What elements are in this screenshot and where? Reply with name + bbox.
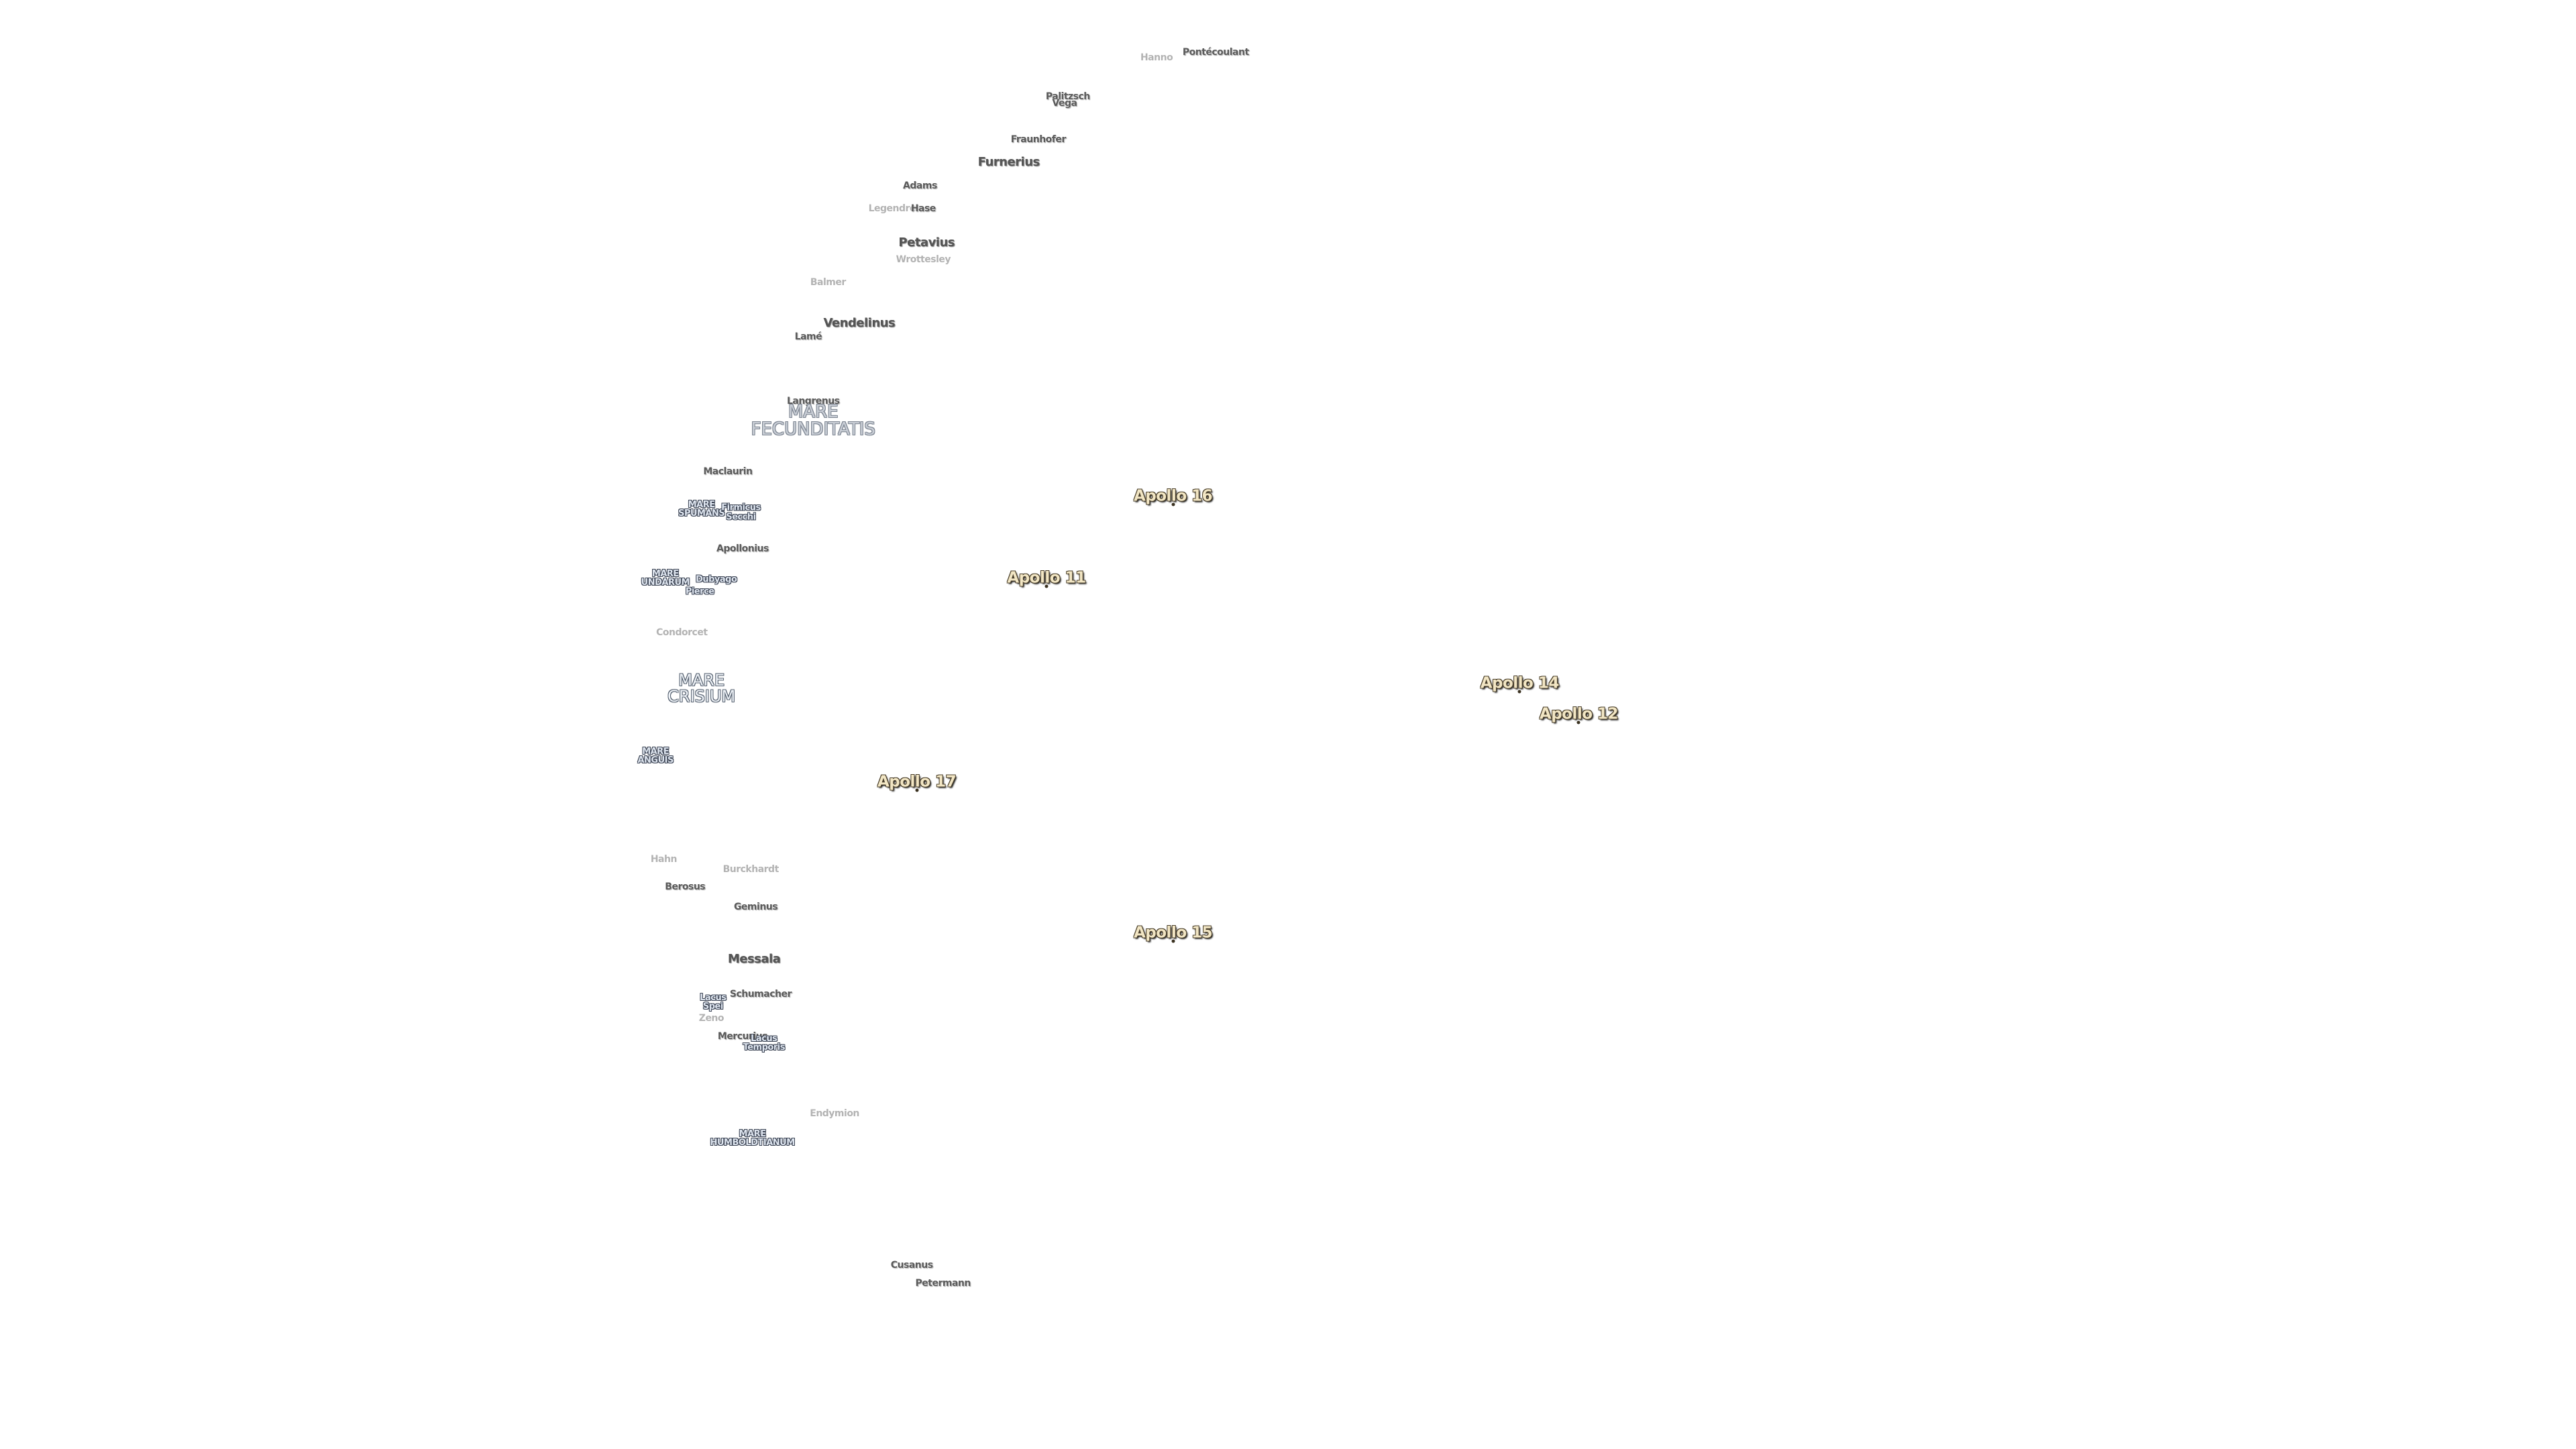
- label-line: Spei: [702, 1001, 723, 1012]
- crater-label: Pierce: [685, 586, 714, 597]
- label-line: FECUNDITATIS: [751, 419, 875, 439]
- crater-label: Secchi: [726, 512, 756, 523]
- label-line: HUMBOLDTIANUM: [710, 1138, 796, 1148]
- apollo-label: Apollo 16: [1133, 487, 1213, 505]
- crater-label: Burckhardt: [722, 863, 780, 875]
- label-line: SPUMANS: [678, 508, 725, 519]
- label-line: Lacus: [751, 1034, 777, 1044]
- crater-label: Cusanus: [890, 1259, 933, 1271]
- crater-label: Wrottesley: [896, 254, 951, 265]
- crater-label: Zeno: [698, 1013, 724, 1024]
- label-line: MARE: [688, 500, 715, 511]
- crater-label: Langrenus: [786, 395, 840, 407]
- landing-site: [1517, 690, 1521, 694]
- crater-label: Hanno: [1140, 52, 1173, 63]
- crater-label: Vendelinus: [823, 316, 896, 331]
- crater-label: Dubyago: [696, 574, 737, 585]
- crater-label: Adams: [903, 180, 937, 191]
- crater-label: Firmicus: [721, 502, 761, 513]
- mare-label: Lacus Temporis: [743, 1034, 786, 1053]
- crater-label: Schumacher: [729, 988, 792, 1000]
- label-line: ANGUIS: [637, 755, 674, 765]
- label-line: MARE: [788, 401, 839, 422]
- mare-label: MARE UNDARUM: [641, 570, 690, 587]
- apollo-label: Apollo 12: [1539, 705, 1619, 723]
- crater-label: Maclaurin: [703, 466, 753, 477]
- landing-site: [915, 788, 919, 792]
- mare-label: MARE HUMBOLDTIANUM: [710, 1129, 796, 1148]
- crater-label: Mercurius: [717, 1031, 768, 1042]
- crater-label: Condorcet: [656, 627, 708, 638]
- crater-label: Vega: [1052, 98, 1077, 109]
- crater-label: Lamé: [794, 331, 822, 343]
- crater-label: Petermann: [915, 1277, 971, 1289]
- mare-label: MARE CRISIUM: [667, 672, 735, 704]
- mare-label: Lacus Spei: [700, 992, 727, 1012]
- mare-label: MARE ANGUIS: [637, 746, 674, 765]
- landing-site: [1171, 939, 1175, 943]
- crater-label: Furnerius: [977, 155, 1040, 170]
- label-line: MARE: [678, 671, 725, 690]
- label-line: Lacus: [700, 992, 727, 1003]
- apollo-label: Apollo 17: [877, 773, 957, 791]
- crater-label: Berosus: [665, 881, 706, 893]
- mare-label: MARE SPUMANS: [678, 500, 725, 519]
- crater-label: Palitzsch: [1045, 91, 1090, 103]
- label-line: CRISIUM: [667, 687, 736, 706]
- crater-label: Endymion: [810, 1108, 859, 1120]
- crater-label: Hahn: [650, 853, 678, 865]
- crater-label: Messala: [727, 952, 781, 967]
- landing-site: [1044, 584, 1049, 588]
- apollo-label: Apollo 14: [1480, 674, 1560, 692]
- landing-site: [1576, 720, 1580, 724]
- crater-label: Hase: [910, 203, 936, 215]
- apollo-label: Apollo 11: [1007, 569, 1086, 587]
- crater-label: Fraunhofer: [1010, 134, 1067, 146]
- crater-label: Legendre: [868, 203, 916, 215]
- crater-label: Balmer: [810, 277, 846, 288]
- crater-label: Geminus: [733, 901, 778, 912]
- label-line: MARE: [651, 569, 679, 580]
- landing-site: [1171, 502, 1175, 506]
- label-line: MARE: [642, 746, 669, 757]
- crater-label: Petavius: [898, 235, 955, 250]
- apollo-label: Apollo 15: [1133, 924, 1213, 942]
- mare-label: MARE FECUNDITATIS: [751, 403, 875, 438]
- crater-label: Pontécoulant: [1182, 47, 1249, 58]
- label-line: UNDARUM: [641, 578, 690, 588]
- crater-label: Apollonius: [716, 543, 769, 554]
- label-line: Temporis: [743, 1042, 786, 1053]
- label-line: MARE: [739, 1129, 766, 1140]
